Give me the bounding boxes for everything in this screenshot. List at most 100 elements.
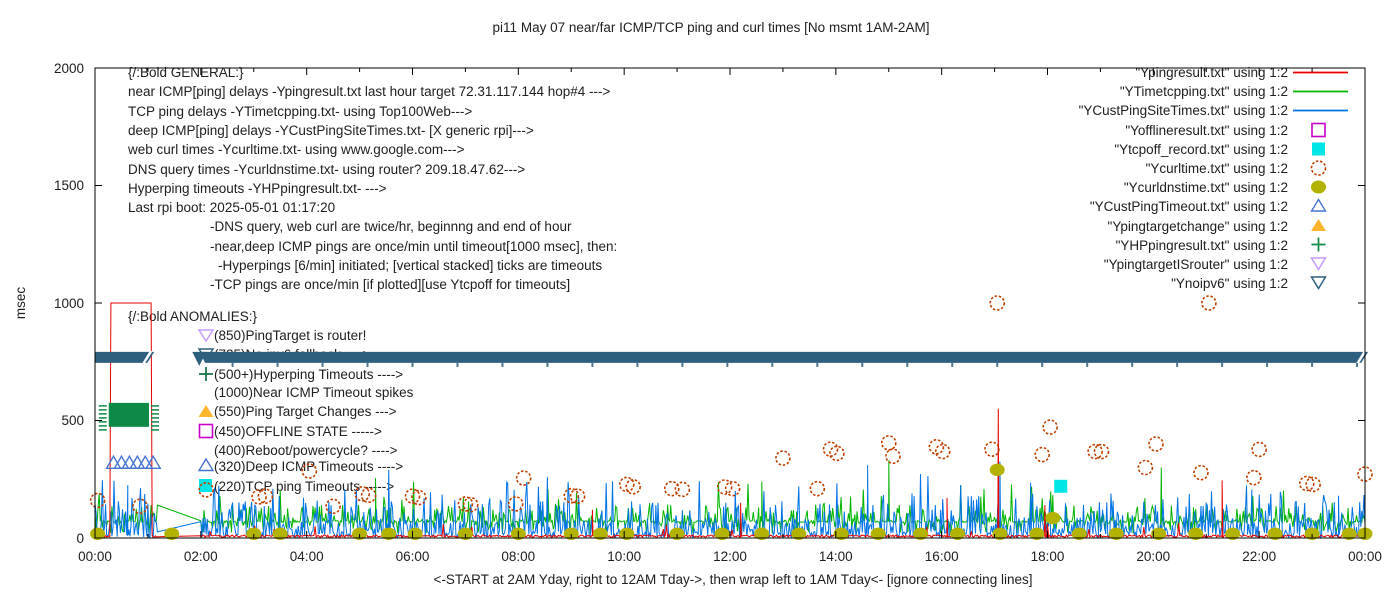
x-tick-label: 16:00 <box>925 549 959 564</box>
dns-time-point <box>1225 527 1241 540</box>
anomaly-line: (1000)Near ICMP Timeout spikes <box>214 385 414 400</box>
triangle-down-open-icon <box>197 329 215 343</box>
legend-label: "YpingtargetISrouter" using 1:2 <box>1104 257 1288 272</box>
curl-time-point <box>880 435 897 451</box>
triangle-up-open-icon <box>197 457 215 472</box>
x-tick-label: 02:00 <box>184 549 218 564</box>
anomaly-line: (850)PingTarget is router! <box>214 328 366 343</box>
dns-time-point <box>754 527 770 540</box>
curl-time-point <box>1298 475 1315 492</box>
legend: "Ypingresult.txt" using 1:2 "YTimetcppin… <box>1079 65 1348 291</box>
dns-time-point <box>669 527 685 540</box>
plot-border <box>94 67 1366 539</box>
curl-time-point <box>1201 295 1217 311</box>
legend-label: "Ypingresult.txt" using 1:2 <box>1135 65 1288 80</box>
curl-time-point <box>569 488 586 504</box>
noipv6-band-segment <box>199 351 1369 363</box>
curl-time-point <box>1034 446 1051 463</box>
legend-circle-open-icon <box>1310 160 1327 176</box>
square-filled-icon <box>199 479 212 492</box>
y-axis-label: msec <box>13 287 28 320</box>
dns-time-point <box>1188 527 1204 540</box>
curl-time-point <box>515 470 532 486</box>
curl-time-point <box>89 492 106 509</box>
x-tick-labels: 00:00 02:00 04:00 06:00 08:00 10:00 12:0… <box>78 549 1382 564</box>
dns-time-point <box>90 527 106 540</box>
general-line: -TCP pings are once/min [if plotted][use… <box>210 277 570 292</box>
legend-label: "YCustPingSiteTimes.txt" using 1:2 <box>1079 103 1288 118</box>
general-line: near ICMP[ping] delays -Ypingresult.txt … <box>128 84 611 99</box>
curl-time-point <box>1193 464 1209 481</box>
curl-time-point <box>619 476 635 493</box>
curl-time-point <box>934 443 951 460</box>
x-tick-label: 04:00 <box>290 549 324 564</box>
series-line-deep_icmp <box>94 461 1366 540</box>
general-line: Hyperping timeouts -YHPpingresult.txt- -… <box>128 181 387 196</box>
curl-time-point <box>301 463 318 479</box>
curl-time-point <box>984 441 1000 457</box>
general-line: TCP ping delays -YTimetcpping.txt- using… <box>128 104 472 119</box>
curl-time-point <box>251 489 267 505</box>
dns-time-point <box>791 527 807 540</box>
anomaly-line: (450)OFFLINE STATE -----> <box>214 424 382 439</box>
x-tick-label: 22:00 <box>1242 549 1276 564</box>
general-line: deep ICMP[ping] delays -YCustPingSiteTim… <box>128 123 534 138</box>
anomalies-annotations: {/:Bold ANOMALIES:} (850)PingTarget is r… <box>128 309 414 494</box>
dns-time-point <box>164 527 180 540</box>
curl-time-point <box>1148 436 1164 452</box>
triangle-up-filled-icon <box>198 405 214 417</box>
legend-label: "Yofflineresult.txt" using 1:2 <box>1125 123 1288 138</box>
curl-time-point <box>716 479 733 495</box>
x-tick-label: 18:00 <box>1031 549 1065 564</box>
curl-time-point <box>457 496 474 512</box>
general-line: {/:Bold GENERAL:} <box>128 65 244 80</box>
curl-time-point <box>411 489 427 506</box>
curl-time-point <box>404 488 421 504</box>
plus-icon <box>199 367 213 381</box>
hyperping-timeout-block <box>108 402 149 427</box>
curl-time-point <box>809 480 826 497</box>
legend-triangle-down-open-icon <box>1310 257 1327 271</box>
curl-time-point <box>1305 476 1321 493</box>
dns-time-point <box>992 527 1008 540</box>
general-line: web curl times -Ycurltime.txt- using www… <box>127 142 465 157</box>
x-axis-label: <-START at 2AM Yday, right to 12AM Tday-… <box>434 572 1033 587</box>
tcp-timeout-point <box>1054 479 1068 493</box>
y-tick-label: 0 <box>76 531 84 546</box>
band-break-slash <box>1356 350 1367 365</box>
x-tick-label: 14:00 <box>819 549 853 564</box>
dns-time-point <box>1045 511 1061 525</box>
y-tick-label: 500 <box>61 413 84 428</box>
legend-triangle-down-open-icon <box>1310 276 1327 290</box>
y-tick-label: 1000 <box>54 296 84 311</box>
x-tick-label: 00:00 <box>78 549 112 564</box>
legend-label: "Ycurldnstime.txt" using 1:2 <box>1124 180 1288 195</box>
deep-icmp-timeout-point <box>121 454 138 469</box>
general-line: DNS query times -Ycurldnstime.txt- using… <box>128 162 525 177</box>
curl-time-point <box>360 487 377 504</box>
curl-time-point <box>198 482 214 498</box>
dns-time-point <box>1029 527 1045 540</box>
dns-time-point <box>913 527 928 540</box>
data-layer <box>89 295 1373 540</box>
dns-time-point <box>1108 527 1124 540</box>
legend-triangle-up-open-icon <box>1310 198 1327 212</box>
legend-plus-icon <box>1311 237 1326 252</box>
curl-time-point <box>257 488 274 504</box>
dns-time-point <box>714 527 730 540</box>
dns-time-point <box>870 527 886 540</box>
curl-time-point <box>663 480 680 497</box>
noipv6-band-segment <box>95 351 155 363</box>
dns-time-point <box>563 527 579 540</box>
legend-label: "YTimetcpping.txt" using 1:2 <box>1120 84 1288 99</box>
dns-time-point <box>352 527 368 540</box>
curl-time-point <box>132 498 148 515</box>
anomaly-line: (400)Reboot/powercycle? ----> <box>214 443 398 458</box>
dns-time-point <box>407 527 423 540</box>
curl-time-point <box>625 478 641 495</box>
deep-icmp-timeout-point <box>137 454 154 469</box>
curl-time-point <box>1087 443 1103 460</box>
dns-time-point <box>619 527 635 540</box>
